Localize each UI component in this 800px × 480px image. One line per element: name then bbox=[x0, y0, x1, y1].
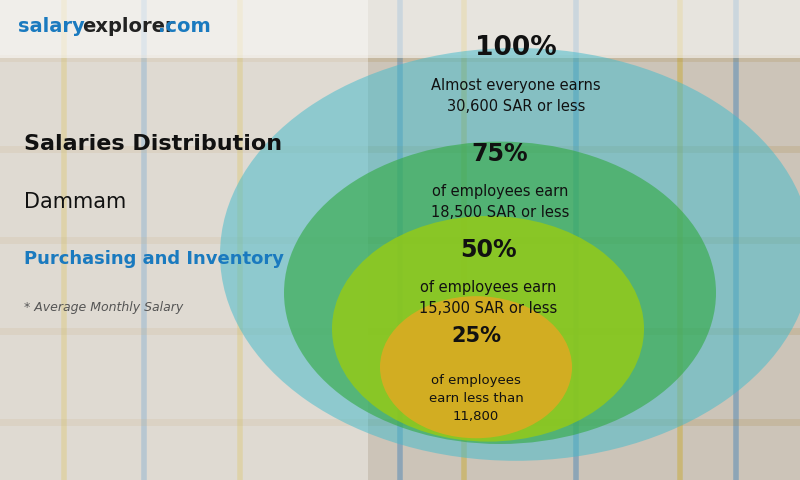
Ellipse shape bbox=[332, 216, 644, 442]
Text: .com: .com bbox=[158, 17, 211, 36]
Text: Dammam: Dammam bbox=[24, 192, 126, 212]
Text: Purchasing and Inventory: Purchasing and Inventory bbox=[24, 250, 284, 268]
Text: of employees
earn less than
11,800: of employees earn less than 11,800 bbox=[429, 374, 523, 423]
Text: of employees earn
18,500 SAR or less: of employees earn 18,500 SAR or less bbox=[431, 184, 569, 220]
Text: salary: salary bbox=[18, 17, 84, 36]
Text: 75%: 75% bbox=[472, 142, 528, 166]
Ellipse shape bbox=[220, 48, 800, 461]
Text: 25%: 25% bbox=[451, 326, 501, 346]
Text: of employees earn
15,300 SAR or less: of employees earn 15,300 SAR or less bbox=[419, 279, 557, 316]
Ellipse shape bbox=[380, 296, 572, 438]
Text: 100%: 100% bbox=[475, 35, 557, 61]
FancyBboxPatch shape bbox=[0, 0, 368, 480]
Text: 50%: 50% bbox=[460, 238, 516, 262]
FancyBboxPatch shape bbox=[0, 0, 800, 58]
Text: explorer: explorer bbox=[82, 17, 175, 36]
Text: Salaries Distribution: Salaries Distribution bbox=[24, 134, 282, 154]
Ellipse shape bbox=[284, 142, 716, 444]
Text: * Average Monthly Salary: * Average Monthly Salary bbox=[24, 300, 183, 314]
Text: Almost everyone earns
30,600 SAR or less: Almost everyone earns 30,600 SAR or less bbox=[431, 78, 601, 114]
